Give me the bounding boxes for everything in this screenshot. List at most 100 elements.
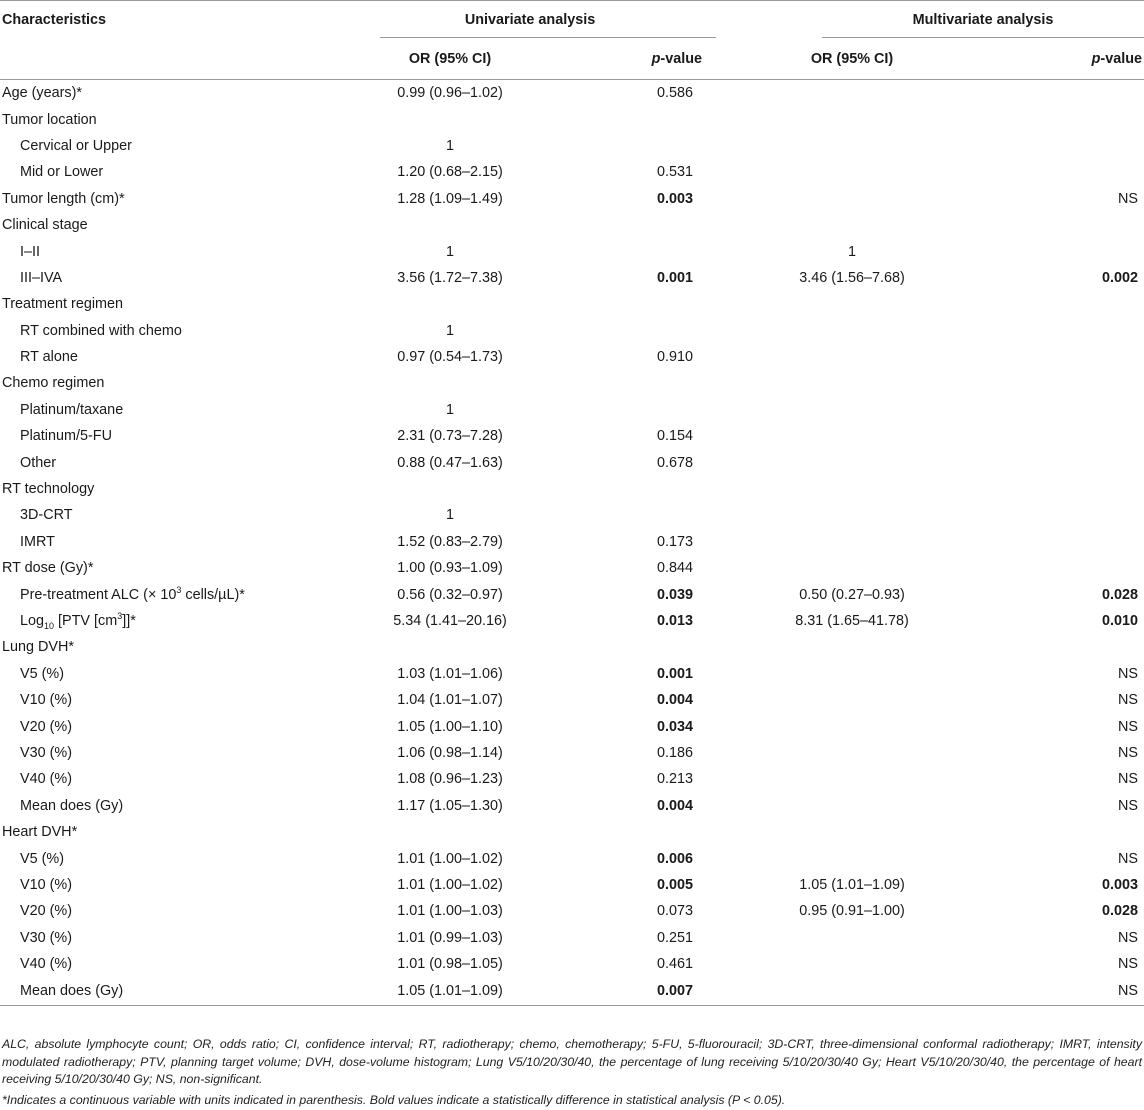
univariate-or: 1.01 (1.00–1.03) [397, 903, 503, 920]
row-characteristic: Lung DVH* [2, 639, 74, 656]
row-characteristic: RT combined with chemo [20, 322, 182, 339]
row-characteristic: Treatment regimen [2, 296, 124, 313]
univariate-p-value: 0.531 [657, 164, 694, 181]
table-row: Lung DVH* [0, 634, 1144, 660]
table-row: V5 (%) 1.01 (1.00–1.02) 0.006 NS [0, 845, 1144, 871]
univariate-p-value [576, 397, 716, 423]
univariate-p-value: 0.013 [657, 613, 694, 629]
table-row: Heart DVH* [0, 819, 1144, 845]
univariate-or: 0.97 (0.54–1.73) [397, 349, 503, 366]
multivariate-or [716, 186, 966, 212]
row-characteristic: Pre-treatment ALC (× 103 cells/µL)* [20, 584, 245, 603]
table-row: RT combined with chemo 1 [0, 318, 1144, 344]
univariate-p-value [576, 291, 716, 317]
univariate-or [344, 106, 576, 132]
table-row: V30 (%) 1.01 (0.99–1.03) 0.251 NS [0, 925, 1144, 951]
univariate-or: 5.34 (1.41–20.16) [393, 613, 507, 629]
uni-p-header: p-value [576, 38, 717, 80]
table-row: 3D-CRT 1 [0, 502, 1144, 528]
row-characteristic: V10 (%) [20, 692, 72, 709]
multivariate-or [716, 370, 966, 396]
multivariate-p-value: NS [1118, 850, 1139, 867]
multivariate-p-value [966, 212, 1144, 238]
multivariate-or [716, 476, 966, 502]
multivariate-p-value [966, 133, 1144, 159]
multivariate-header: Multivariate analysis [716, 0, 1144, 38]
univariate-or: 0.99 (0.96–1.02) [397, 85, 503, 102]
univariate-p-value [576, 318, 716, 344]
multivariate-or [716, 106, 966, 132]
univariate-p-value: 0.004 [657, 692, 694, 709]
row-characteristic: RT dose (Gy)* [2, 560, 94, 577]
multivariate-or: 0.95 (0.91–1.00) [799, 903, 905, 920]
table-row: V40 (%) 1.01 (0.98–1.05) 0.461 NS [0, 951, 1144, 977]
univariate-or [344, 370, 576, 396]
multivariate-p-value: NS [1118, 718, 1139, 735]
univariate-p-value [576, 133, 716, 159]
multivariate-or [716, 344, 966, 370]
row-characteristic: RT technology [2, 481, 95, 498]
multivariate-or [716, 529, 966, 555]
regression-table: Characteristics Univariate analysis Mult… [0, 0, 1144, 1007]
table-row: Platinum/taxane 1 [0, 397, 1144, 423]
univariate-or: 1 [445, 507, 454, 524]
table-row: Tumor length (cm)* 1.28 (1.09–1.49) 0.003 N… [0, 186, 1144, 212]
continuous-variable-footnote: *Indicates a continuous variable with un… [2, 1092, 786, 1107]
table-row: IMRT 1.52 (0.83–2.79) 0.173 [0, 529, 1144, 555]
multivariate-or [716, 713, 966, 739]
univariate-p-value: 0.586 [657, 85, 694, 102]
univariate-p-value: 0.034 [657, 718, 694, 735]
univariate-or [344, 212, 576, 238]
univariate-or: 1.01 (0.98–1.05) [397, 956, 503, 973]
header-spacer [0, 38, 344, 80]
univariate-or: 0.56 (0.32–0.97) [397, 586, 503, 603]
row-characteristic: Heart DVH* [2, 824, 78, 841]
univariate-p-value: 0.844 [657, 560, 694, 577]
multivariate-or [716, 423, 966, 449]
univariate-or: 1.52 (0.83–2.79) [397, 533, 503, 550]
row-characteristic: Platinum/taxane [20, 401, 124, 418]
multivariate-p-value: NS [1118, 797, 1139, 814]
multivariate-or [716, 449, 966, 475]
row-characteristic: Cervical or Upper [20, 137, 132, 154]
multivariate-or [716, 951, 966, 977]
univariate-or: 1.08 (0.96–1.23) [397, 771, 503, 788]
multivariate-p-value: NS [1118, 744, 1139, 761]
table-row: RT alone 0.97 (0.54–1.73) 0.910 [0, 344, 1144, 370]
row-characteristic: V5 (%) [20, 665, 64, 682]
multivariate-p-value [966, 106, 1144, 132]
multi-p-header: p-value [966, 38, 1144, 80]
multivariate-or [716, 766, 966, 792]
row-characteristic: V30 (%) [20, 744, 72, 761]
table-row: Pre-treatment ALC (× 103 cells/µL)* 0.56 … [0, 581, 1144, 607]
univariate-p-value: 0.073 [657, 903, 694, 920]
multivariate-p-value: 0.003 [1102, 876, 1139, 893]
row-characteristic: V5 (%) [20, 850, 64, 867]
multivariate-p-value: NS [1118, 956, 1139, 973]
univariate-p-value [576, 476, 716, 502]
univariate-p-value: 0.186 [657, 744, 694, 761]
univariate-or: 1.01 (1.00–1.02) [397, 876, 503, 893]
multivariate-p-value [966, 476, 1144, 502]
multivariate-or [716, 845, 966, 871]
row-characteristic: Chemo regimen [2, 375, 105, 392]
table-row: Cervical or Upper 1 [0, 133, 1144, 159]
multivariate-p-value: NS [1118, 692, 1139, 709]
univariate-or: 1.00 (0.93–1.09) [397, 560, 503, 577]
table-row: I–II 1 1 [0, 238, 1144, 264]
multivariate-or [716, 80, 966, 107]
univariate-or: 1.04 (1.01–1.07) [397, 692, 503, 709]
univariate-or: 1.03 (1.01–1.06) [397, 665, 503, 682]
multivariate-or [716, 291, 966, 317]
multivariate-p-value [966, 397, 1144, 423]
univariate-p-value: 0.004 [657, 797, 694, 814]
row-characteristic: V40 (%) [20, 956, 72, 973]
univariate-p-value: 0.001 [657, 269, 694, 286]
multivariate-p-value: 0.028 [1102, 903, 1139, 920]
table-row: RT dose (Gy)* 1.00 (0.93–1.09) 0.844 [0, 555, 1144, 581]
univariate-p-value: 0.173 [657, 533, 694, 550]
multi-p-suffix: -value [1100, 50, 1143, 67]
univariate-p-value [576, 238, 716, 264]
table-header: Characteristics Univariate analysis Mult… [0, 0, 1144, 80]
row-characteristic: Log10 [PTV [cm3]]* [20, 611, 136, 631]
